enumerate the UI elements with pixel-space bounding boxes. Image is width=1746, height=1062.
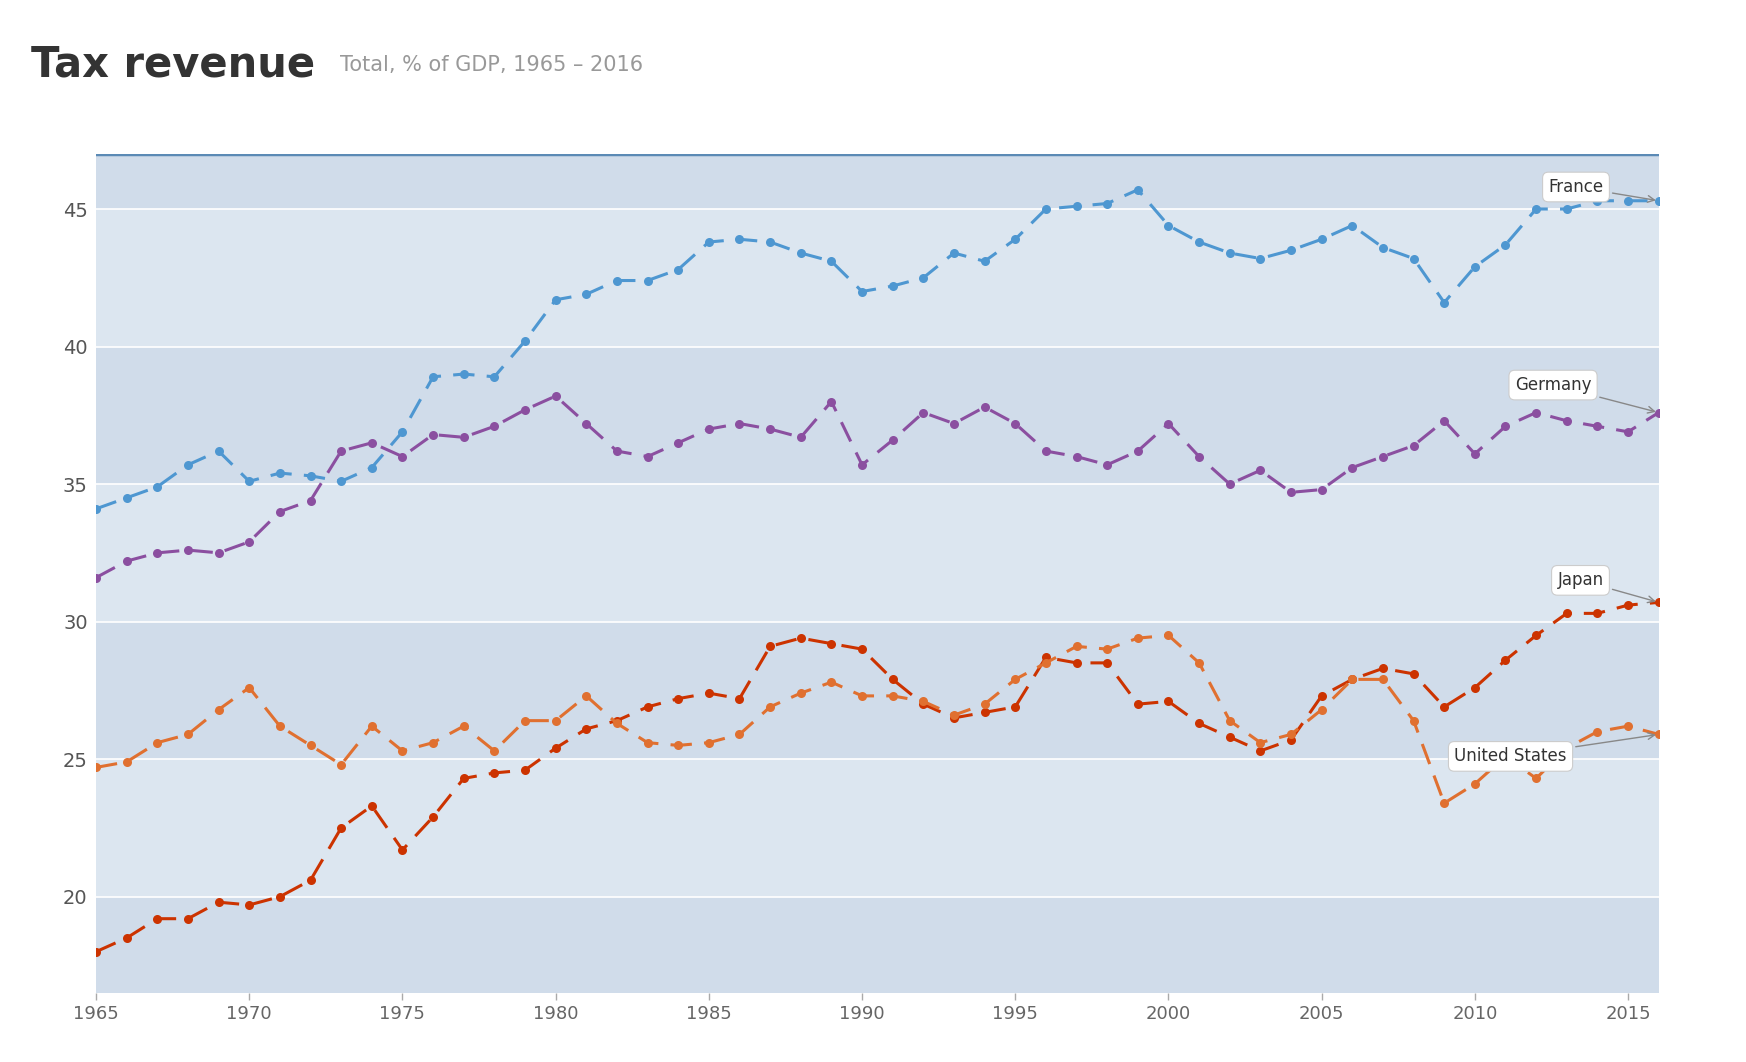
Text: France: France <box>1549 178 1655 202</box>
Bar <box>96 154 1659 209</box>
Text: Tax revenue: Tax revenue <box>31 44 316 86</box>
Text: United States: United States <box>1454 733 1655 766</box>
Bar <box>96 484 1659 621</box>
Bar <box>96 896 1659 993</box>
Bar <box>96 759 1659 896</box>
Text: Germany: Germany <box>1516 376 1655 413</box>
Text: Japan: Japan <box>1557 571 1655 602</box>
Bar <box>96 621 1659 759</box>
Bar <box>96 346 1659 484</box>
Bar <box>96 209 1659 346</box>
Text: Total, % of GDP, 1965 – 2016: Total, % of GDP, 1965 – 2016 <box>340 54 644 74</box>
